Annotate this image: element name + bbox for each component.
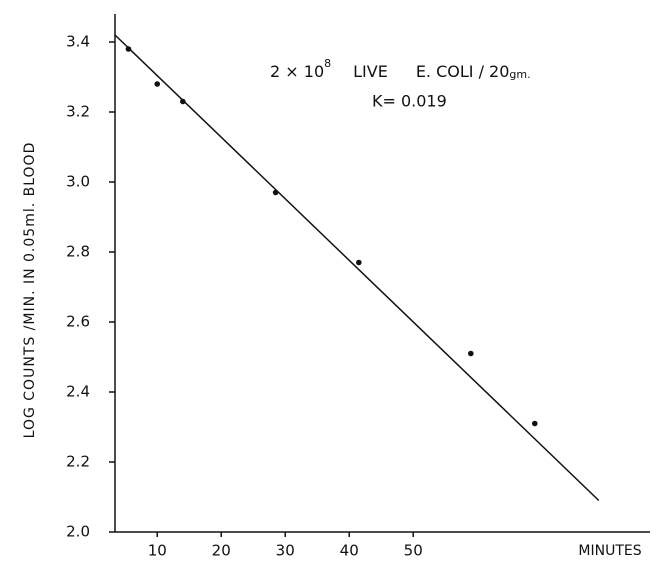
data-point	[468, 350, 474, 357]
annotation: 2 × 108 LIVE E. COLI / 20gm.	[270, 57, 531, 81]
fit-line	[114, 34, 600, 502]
annotation-base: 2 × 10	[270, 62, 324, 81]
annotation-exp: 8	[324, 57, 331, 70]
x-tick-label: 50	[404, 542, 423, 560]
x-axis-label: MINUTES	[578, 543, 641, 559]
data-point	[154, 81, 161, 87]
x-tick-label: 10	[148, 542, 167, 560]
y-tick-label: 2.4	[66, 383, 90, 401]
annotation-k: K= 0.019	[372, 92, 447, 111]
y-axis-label: LOG COUNTS /MIN. IN 0.05ml. BLOOD	[22, 142, 38, 439]
y-tick-label: 3.2	[66, 103, 90, 121]
annotation-unit: gm.	[509, 68, 530, 81]
data-point	[180, 98, 186, 105]
annotation-live: LIVE	[353, 62, 388, 81]
y-tick-label: 2.6	[66, 313, 90, 331]
y-tick-label: 2.0	[66, 523, 90, 541]
y-tick-label: 2.8	[66, 243, 90, 261]
x-tick-label: 20	[212, 542, 231, 560]
y-tick-label: 2.2	[66, 453, 90, 471]
y-tick-label: 3.0	[66, 173, 90, 191]
data-point	[532, 420, 538, 427]
x-tick-label: 40	[340, 542, 359, 560]
annotation-organism: E. COLI / 20	[416, 62, 510, 81]
x-tick-label: 30	[276, 542, 295, 560]
data-point	[356, 259, 362, 266]
y-tick-label: 3.4	[66, 33, 90, 51]
